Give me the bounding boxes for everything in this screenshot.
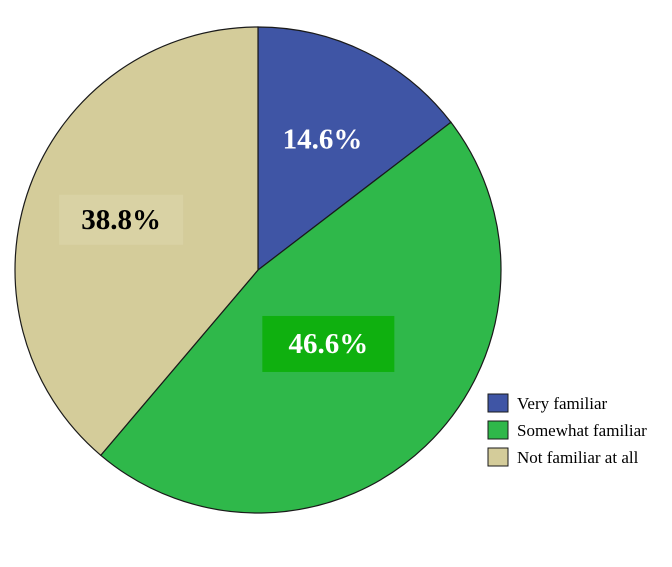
legend-swatch [487,393,509,413]
pie-slice-very-familiar [257,26,452,272]
legend-swatch [487,420,509,440]
slice-value-label: 14.6% [283,123,363,155]
legend-label: Very familiar [517,394,607,413]
slice-label-box [59,194,184,245]
legend-label: Somewhat familiar [517,421,647,440]
legend-background [482,388,668,473]
slice-value-label: 38.8% [81,204,161,236]
slice-labels: 14.6% 46.6% 38.8% [59,123,395,372]
legend-label: Not familiar at all [517,448,639,467]
legend: Very familiar Somewhat familiar Not famili… [482,388,668,473]
pie-slices [14,26,502,514]
legend-swatch [487,447,509,467]
slice-value-label: 46.6% [288,328,368,360]
slice-label-box [262,315,395,372]
